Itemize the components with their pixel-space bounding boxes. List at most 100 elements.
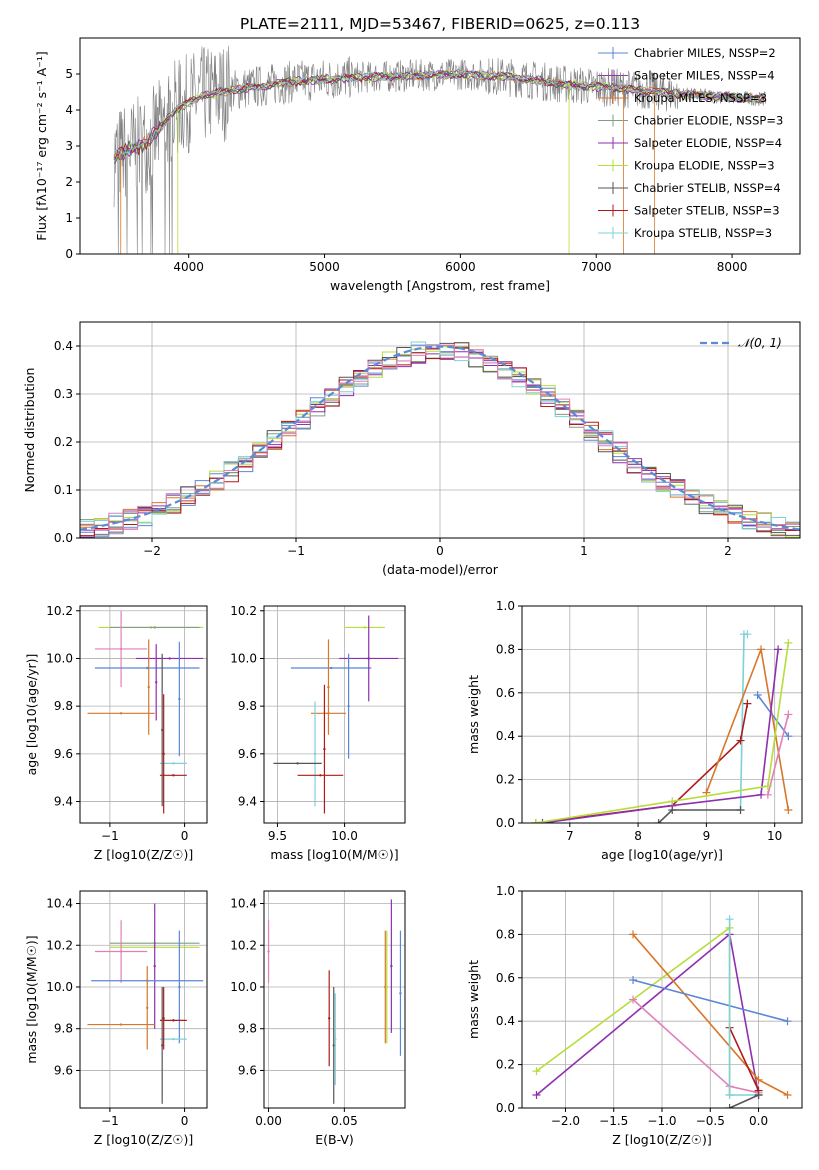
data-point [399, 992, 402, 995]
weight-marker [743, 699, 752, 708]
data-point [119, 647, 123, 651]
plot-area [80, 341, 800, 538]
x-tick-label: 7 [566, 829, 574, 843]
weight-marker [784, 805, 793, 814]
plot-area [87, 610, 204, 814]
data-point [147, 685, 150, 689]
data-point [119, 950, 123, 953]
data-point [153, 626, 156, 629]
data-point [119, 712, 123, 715]
legend-label: Kroupa STELIB, NSSP=3 [634, 226, 772, 240]
data-point [319, 774, 322, 777]
y-axis-label: mass weight [466, 675, 481, 754]
y-tick-label: 9.8 [54, 1022, 73, 1036]
y-tick-label: 9.6 [238, 1063, 257, 1077]
weight-series-line [756, 694, 789, 737]
y-tick-label: 10.0 [230, 980, 257, 994]
x-tick-label: −2.0 [551, 1114, 580, 1128]
legend-label: Salpeter STELIB, NSSP=3 [634, 204, 780, 218]
y-tick-label: 0.4 [496, 1014, 515, 1028]
axes-frame [79, 890, 208, 1109]
x-tick-label: 2 [724, 544, 732, 558]
y-tick-label: 9.8 [238, 699, 257, 713]
residual-histogram [80, 347, 800, 537]
data-point [347, 704, 350, 708]
weight-marker [757, 645, 766, 654]
y-tick-label: 3 [65, 139, 73, 153]
y-tick-label: 0.2 [496, 1058, 515, 1072]
x-tick-label: 8000 [717, 260, 748, 274]
legend-label: Kroupa ELODIE, NSSP=3 [634, 159, 775, 173]
data-point [332, 1044, 335, 1047]
legend-label: 𝒩(0, 1) [738, 336, 782, 350]
x-axis-label: wavelength [Angstrom, rest frame] [330, 278, 550, 293]
weight-marker [757, 790, 766, 799]
legend-label: Chabrier ELODIE, NSSP=3 [634, 114, 783, 128]
weight-marker [538, 819, 547, 823]
y-axis-label: age [log10(age/yr)] [24, 654, 39, 776]
panel-age-vs-z: −1 0 9.4 9.6 9.8 10.0 10.2 Z [log10(Z/Z☉)] age [… [24, 604, 208, 862]
y-tick-label: 10.2 [46, 604, 73, 618]
weight-marker [531, 819, 540, 823]
y-axis-label: mass weight [466, 960, 481, 1039]
y-tick-label: 0.2 [496, 773, 515, 787]
y-tick-label: 10.4 [46, 897, 73, 911]
data-point [172, 774, 175, 777]
weight-marker [774, 645, 783, 654]
y-tick-label: 10.0 [46, 980, 73, 994]
y-tick-label: 9.4 [54, 795, 73, 809]
x-tick-label: 5000 [309, 260, 340, 274]
weight-marker [784, 732, 793, 741]
weight-marker [725, 1090, 734, 1099]
data-point [385, 985, 389, 989]
y-tick-label: 4 [65, 103, 73, 117]
weight-series-line [728, 1027, 760, 1091]
y-tick-label: 9.6 [54, 747, 73, 761]
weight-marker [736, 736, 745, 745]
y-axis-label: mass [log10(M/M☉)] [24, 935, 39, 1063]
x-tick-label: 0.0 [749, 1114, 768, 1128]
x-tick-label: −1.5 [599, 1114, 628, 1128]
weight-series-line [632, 979, 788, 1022]
plot-area [87, 903, 204, 1104]
data-point [146, 666, 149, 670]
panel-spectrum: 4000 5000 6000 7000 8000 0 1 2 3 4 5 wavelength [An… [34, 37, 801, 293]
weight-marker [629, 995, 638, 1004]
panel-massweight-vs-age: 7 8 9 10 0.0 0.2 0.4 0.6 0.8 1.0 age [log10(age/yr… [466, 599, 803, 862]
data-point [172, 1019, 175, 1022]
model-spectrum [113, 70, 765, 158]
y-tick-label: 9.6 [238, 747, 257, 761]
panel-age-vs-mass: 9.5 10.0 9.4 9.6 9.8 10.0 10.2 mass [log10(M/M☉… [230, 604, 406, 862]
y-tick-label: 0.6 [496, 971, 515, 985]
data-point [168, 657, 171, 660]
weight-marker [784, 638, 793, 647]
weight-marker [668, 797, 677, 806]
x-tick-label: 10 [767, 829, 782, 843]
data-point [162, 752, 165, 756]
x-tick-label: 9.5 [268, 829, 287, 843]
x-axis-label: (data-model)/error [382, 562, 499, 577]
legend-label: Salpeter ELODIE, NSSP=4 [634, 136, 782, 150]
x-tick-label: 0 [181, 1114, 189, 1128]
data-point [267, 950, 270, 953]
y-tick-label: 0.1 [54, 483, 73, 497]
data-point [178, 985, 181, 989]
data-point [313, 752, 317, 756]
axes-frame [521, 605, 803, 824]
plot-area [273, 615, 399, 814]
weight-marker [743, 630, 752, 639]
data-point [172, 1037, 175, 1041]
x-axis-label: Z [log10(Z/Z☉)] [94, 1132, 194, 1147]
y-tick-label: 0.3 [54, 387, 73, 401]
data-point [155, 681, 158, 684]
x-tick-label: −1 [101, 829, 119, 843]
weight-marker [784, 710, 793, 719]
weight-series-line [767, 714, 790, 795]
data-point [146, 1006, 149, 1010]
panel-mass-vs-z: −1 0 9.6 9.8 10.0 10.2 10.4 Z [log10(Z/Z☉)] mass… [24, 890, 208, 1147]
y-tick-label: 9.6 [54, 1063, 73, 1077]
weight-series-line [542, 649, 779, 823]
panel-mass-vs-ebv: 0.00 0.05 9.6 9.8 10.0 10.2 10.4 E(B-V) [230, 890, 406, 1147]
x-tick-label: 7000 [581, 260, 612, 274]
